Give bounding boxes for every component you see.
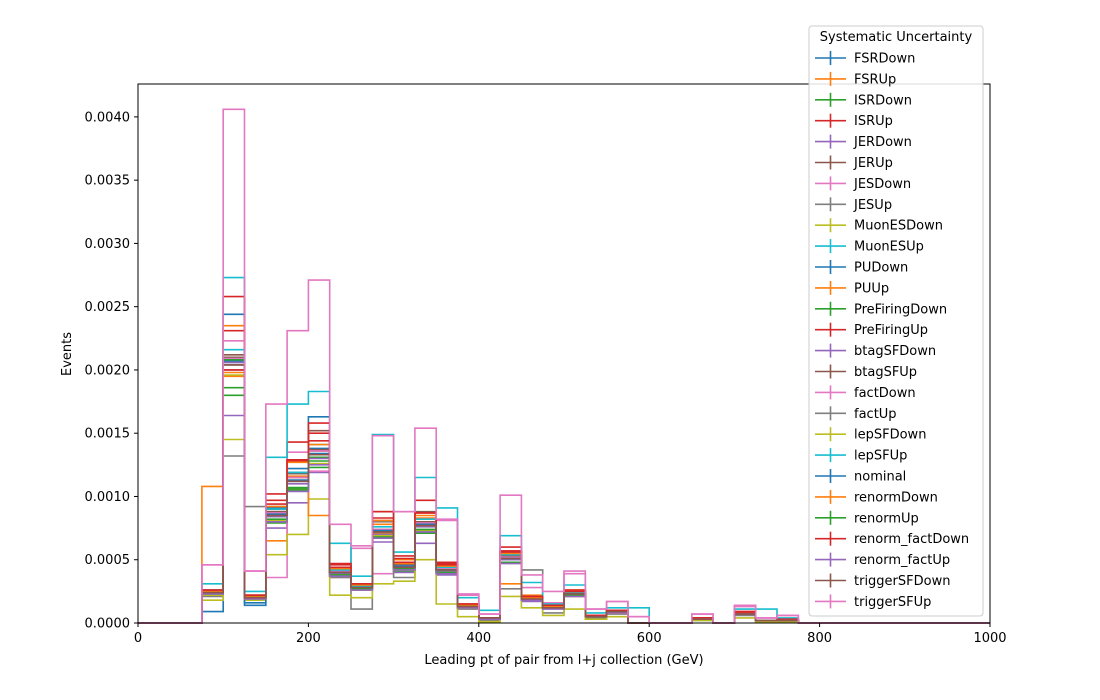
y-tick-label: 0.0000 <box>85 617 131 632</box>
legend-label: JERDown <box>853 135 912 150</box>
legend-label: renormDown <box>854 490 938 505</box>
x-tick-label: 1000 <box>973 631 1006 646</box>
legend-entry-triggerSFDown: triggerSFDown <box>815 573 950 589</box>
legend-entry-FSRDown: FSRDown <box>815 51 915 67</box>
y-tick-label: 0.0025 <box>85 300 131 315</box>
legend-label: MuonESDown <box>854 219 943 234</box>
legend-entry-renormUp: renormUp <box>815 510 919 526</box>
legend-label: FSRDown <box>854 52 915 67</box>
x-tick-label: 400 <box>466 631 491 646</box>
legend-entry-JERDown: JERDown <box>815 134 912 150</box>
legend-label: renormUp <box>854 511 919 526</box>
legend-entry-ISRUp: ISRUp <box>815 113 893 129</box>
legend-label: FSRUp <box>854 72 896 87</box>
legend-entry-lepSFUp: lepSFUp <box>815 448 907 464</box>
legend-entry-PUDown: PUDown <box>815 260 908 276</box>
y-tick-label: 0.0035 <box>85 174 131 189</box>
legend-entry-lepSFDown: lepSFDown <box>815 427 926 443</box>
legend-entry-renorm_factUp: renorm_factUp <box>815 552 950 568</box>
legend-entry-nominal: nominal <box>815 469 906 485</box>
legend-label: PUUp <box>854 281 889 296</box>
legend-label: triggerSFUp <box>854 595 931 610</box>
legend-entry-btagSFUp: btagSFUp <box>815 364 917 380</box>
legend-label: PUDown <box>854 261 908 276</box>
legend-entry-renorm_factDown: renorm_factDown <box>815 531 969 547</box>
legend-label: factDown <box>854 386 916 401</box>
x-tick-label: 200 <box>296 631 321 646</box>
legend-entry-JERUp: JERUp <box>815 155 893 171</box>
legend-label: renorm_factDown <box>854 532 969 547</box>
y-tick-label: 0.0010 <box>85 490 131 505</box>
y-tick-label: 0.0020 <box>85 363 131 378</box>
legend-entry-triggerSFUp: triggerSFUp <box>815 594 931 610</box>
legend-entry-ISRDown: ISRDown <box>815 92 912 108</box>
legend: Systematic Uncertainty FSRDown FSRUp ISRDo… <box>808 25 984 617</box>
y-tick-label: 0.0040 <box>85 110 131 125</box>
legend-entry-MuonESUp: MuonESUp <box>815 239 924 255</box>
legend-entry-FSRUp: FSRUp <box>815 71 896 87</box>
legend-entry-MuonESDown: MuonESDown <box>815 218 943 234</box>
legend-entry-JESDown: JESDown <box>815 176 911 192</box>
series-triggerSFUp <box>138 108 990 624</box>
legend-label: MuonESUp <box>854 240 924 255</box>
legend-label: JERUp <box>853 156 893 171</box>
legend-label: lepSFUp <box>854 449 907 464</box>
axes: 0 200 400 600 800 1000 0.0000 0.0005 0.0010 0.001… <box>85 83 1007 646</box>
legend-label: JESUp <box>853 198 892 213</box>
legend-label: factUp <box>854 407 897 422</box>
legend-label: nominal <box>854 470 906 485</box>
legend-entry-renormDown: renormDown <box>815 489 938 505</box>
legend-entry-PUUp: PUUp <box>815 280 889 296</box>
x-tick-label: 600 <box>637 631 662 646</box>
legend-entry-PreFiringUp: PreFiringUp <box>815 322 928 338</box>
legend-label: triggerSFDown <box>854 574 950 589</box>
y-tick-label: 0.0005 <box>85 553 131 568</box>
legend-label: PreFiringDown <box>854 302 947 317</box>
x-tick-label: 800 <box>807 631 832 646</box>
x-axis-label: Leading pt of pair from l+j collection (… <box>424 653 703 668</box>
legend-title: Systematic Uncertainty <box>820 30 973 45</box>
legend-entries: FSRDown FSRUp ISRDown ISRUp JERDown JERUp JESD… <box>815 51 969 610</box>
legend-entry-btagSFDown: btagSFDown <box>815 343 936 359</box>
x-tick-label: 0 <box>134 631 142 646</box>
legend-label: btagSFDown <box>854 344 936 359</box>
legend-entry-PreFiringDown: PreFiringDown <box>815 301 947 317</box>
legend-entry-factUp: factUp <box>815 406 897 422</box>
legend-label: ISRUp <box>854 114 893 129</box>
y-tick-label: 0.0015 <box>85 427 131 442</box>
plot-area <box>138 108 990 624</box>
legend-label: PreFiringUp <box>854 323 928 338</box>
legend-entry-JESUp: JESUp <box>815 197 892 213</box>
legend-label: JESDown <box>853 177 911 192</box>
legend-entry-factDown: factDown <box>815 385 916 401</box>
legend-label: btagSFUp <box>854 365 917 380</box>
legend-label: lepSFDown <box>854 428 926 443</box>
y-axis-label: Events <box>60 332 75 376</box>
legend-frame <box>808 25 984 617</box>
y-tick-label: 0.0030 <box>85 237 131 252</box>
legend-label: ISRDown <box>854 93 912 108</box>
axes-frame <box>137 83 991 624</box>
legend-label: renorm_factUp <box>854 553 950 568</box>
